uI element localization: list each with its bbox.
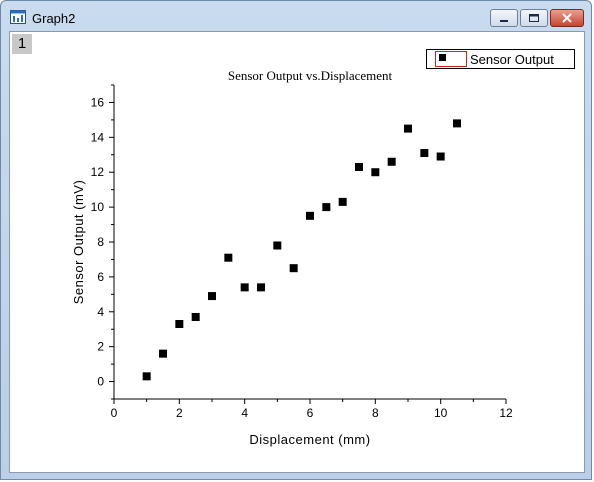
y-tick-label: 16	[91, 95, 105, 109]
data-point[interactable]	[273, 241, 282, 250]
y-tick-label: 6	[97, 270, 104, 284]
layer-tab[interactable]: 1	[12, 34, 32, 54]
graph-page[interactable]: 1 Sensor Output vs.Displacement Sensor O…	[9, 31, 585, 473]
y-tick-label: 8	[97, 235, 104, 249]
graph-window-icon	[10, 10, 26, 24]
x-tick-label: 4	[241, 406, 248, 420]
y-axis-title: Sensor Output (mV)	[71, 180, 86, 305]
x-tick-label: 10	[434, 406, 448, 420]
minimize-button[interactable]	[490, 9, 518, 27]
y-tick-label: 4	[97, 305, 104, 319]
data-point[interactable]	[240, 283, 249, 292]
data-point[interactable]	[257, 283, 265, 292]
maximize-icon	[529, 14, 539, 22]
data-point[interactable]	[159, 349, 167, 358]
legend-square-marker-icon	[439, 54, 446, 61]
data-point[interactable]	[371, 168, 380, 177]
data-point[interactable]	[191, 313, 200, 322]
x-tick-label: 2	[176, 406, 183, 420]
data-point[interactable]	[404, 124, 412, 133]
legend[interactable]: Sensor Output	[426, 49, 575, 69]
y-tick-label: 12	[91, 165, 105, 179]
close-button[interactable]	[550, 9, 584, 27]
chart-title: Sensor Output vs.Displacement	[227, 68, 393, 83]
x-tick-label: 8	[372, 406, 379, 420]
x-axis-title: Displacement (mm)	[249, 432, 370, 447]
data-point[interactable]	[338, 197, 347, 206]
data-point[interactable]	[142, 372, 151, 381]
close-icon	[562, 13, 572, 23]
minimize-icon	[500, 20, 508, 22]
data-point[interactable]	[224, 253, 233, 262]
data-point[interactable]	[289, 264, 298, 273]
data-point[interactable]	[355, 162, 363, 171]
y-tick-label: 2	[97, 340, 104, 354]
data-point[interactable]	[420, 149, 429, 158]
y-tick-label: 14	[91, 130, 105, 144]
maximize-button[interactable]	[520, 9, 548, 27]
y-tick-label: 10	[91, 200, 105, 214]
data-point[interactable]	[322, 203, 331, 212]
window-title: Graph2	[32, 11, 76, 26]
data-point[interactable]	[387, 157, 396, 166]
legend-swatch-frame	[435, 51, 467, 67]
x-tick-label: 0	[111, 406, 118, 420]
x-tick-label: 12	[499, 406, 513, 420]
data-point[interactable]	[436, 152, 445, 161]
data-point[interactable]	[175, 319, 184, 328]
x-tick-label: 6	[307, 406, 314, 420]
data-point[interactable]	[208, 292, 216, 301]
legend-label: Sensor Output	[470, 52, 554, 67]
title-bar[interactable]: Graph2	[1, 1, 591, 31]
data-point[interactable]	[453, 119, 461, 128]
y-tick-label: 0	[97, 375, 104, 389]
scatter-plot[interactable]: 0 2 4 6 8 10 12 0 2 4 6 8 10 12 14 16 Displacement (mm) S…	[10, 32, 585, 473]
data-point[interactable]	[306, 211, 314, 220]
